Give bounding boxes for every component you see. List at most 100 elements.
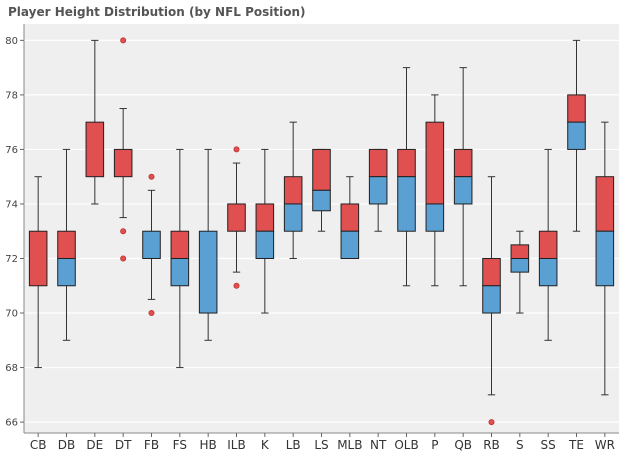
upper-box	[312, 148, 331, 191]
x-tick-label: DB	[58, 438, 75, 452]
y-tick-label: 70	[5, 309, 18, 320]
box-mlb	[340, 176, 360, 259]
box-rb	[482, 176, 501, 426]
upper-box	[453, 148, 473, 178]
outlier-point	[120, 37, 127, 44]
box-de	[85, 39, 105, 205]
box-k	[255, 148, 275, 314]
upper-box	[368, 148, 388, 178]
upper-box	[57, 230, 76, 259]
y-tick-label: 66	[5, 418, 18, 429]
chart-title: Player Height Distribution (by NFL Posit…	[8, 5, 306, 19]
x-tick-label: S	[516, 438, 524, 452]
lower-box	[595, 230, 615, 287]
outlier-point	[233, 282, 240, 289]
x-tick-label: QB	[454, 438, 472, 452]
x-tick-label: P	[431, 438, 438, 452]
x-tick-label: MLB	[337, 438, 362, 452]
y-tick-label: 76	[5, 145, 18, 156]
x-tick-label: SS	[541, 438, 556, 452]
box-te	[567, 39, 586, 232]
x-tick-label: K	[261, 438, 270, 452]
box-lb	[283, 121, 303, 259]
x-tick-label: RB	[483, 438, 500, 452]
upper-box	[28, 230, 48, 287]
x-tick-label: DT	[115, 438, 132, 452]
y-axis: 66 68 70 72 74 76 78 80	[5, 24, 25, 433]
upper-box	[425, 121, 445, 205]
x-tick-label: LB	[286, 438, 301, 452]
box-cb	[28, 176, 48, 369]
y-tick-label: 80	[5, 36, 18, 47]
upper-box	[538, 230, 558, 259]
upper-box	[595, 176, 615, 232]
lower-box	[482, 285, 501, 314]
x-axis: CB DB DE DT FB FS HB ILB K LB LS MLB NT OLB P QB RB S SS TE…	[24, 432, 619, 452]
upper-box	[482, 257, 501, 287]
lower-box	[567, 121, 586, 150]
box-fs	[170, 148, 190, 369]
lower-box	[255, 230, 275, 259]
y-tick-label: 78	[5, 90, 18, 101]
x-tick-label: TE	[568, 438, 584, 452]
y-tick-label: 74	[5, 199, 18, 210]
lower-box	[453, 176, 473, 205]
x-tick-label: HB	[200, 438, 217, 452]
box-wr	[595, 121, 615, 396]
lower-box	[312, 189, 331, 212]
upper-box	[340, 203, 360, 232]
y-tick-label: 68	[5, 363, 18, 374]
x-tick-label: DE	[86, 438, 103, 452]
outlier-point	[148, 173, 155, 180]
outlier-point	[120, 228, 127, 235]
lower-box	[142, 230, 161, 259]
box-series	[28, 37, 615, 426]
upper-box	[170, 230, 190, 259]
box-p	[425, 94, 445, 287]
box-ls	[312, 148, 331, 232]
upper-box	[510, 244, 530, 259]
box-qb	[453, 67, 473, 287]
upper-box	[397, 148, 416, 178]
outlier-point	[120, 255, 127, 262]
box-fb	[142, 173, 161, 317]
x-tick-label: ILB	[227, 438, 245, 452]
y-tick-label: 72	[5, 254, 18, 265]
outlier-point	[233, 146, 240, 153]
lower-box	[510, 257, 530, 273]
upper-box	[113, 148, 133, 178]
box-ilb	[227, 146, 246, 289]
lower-box	[198, 230, 218, 314]
box-hb	[198, 148, 218, 341]
upper-box	[283, 176, 303, 205]
x-tick-label: WR	[595, 438, 615, 452]
lower-box	[368, 176, 388, 205]
box-nt	[368, 148, 388, 232]
outlier-point	[148, 310, 155, 317]
x-tick-label: FB	[144, 438, 159, 452]
box-olb	[397, 67, 416, 287]
upper-box	[255, 203, 275, 232]
lower-box	[425, 203, 445, 232]
outlier-point	[488, 419, 495, 426]
lower-box	[57, 257, 76, 287]
box-ss	[538, 148, 558, 341]
upper-box	[85, 121, 105, 178]
lower-box	[538, 257, 558, 287]
x-tick-label: NT	[370, 438, 387, 452]
box-dt	[113, 37, 133, 262]
upper-box	[227, 203, 246, 232]
box-s	[510, 230, 530, 314]
upper-box	[567, 94, 586, 123]
x-tick-label: OLB	[394, 438, 418, 452]
x-tick-label: FS	[173, 438, 187, 452]
box-db	[57, 148, 76, 341]
x-tick-label: LS	[314, 438, 328, 452]
x-tick-label: CB	[30, 438, 47, 452]
lower-box	[170, 257, 190, 287]
lower-box	[283, 203, 303, 232]
lower-box	[340, 230, 360, 259]
lower-box	[397, 176, 416, 232]
